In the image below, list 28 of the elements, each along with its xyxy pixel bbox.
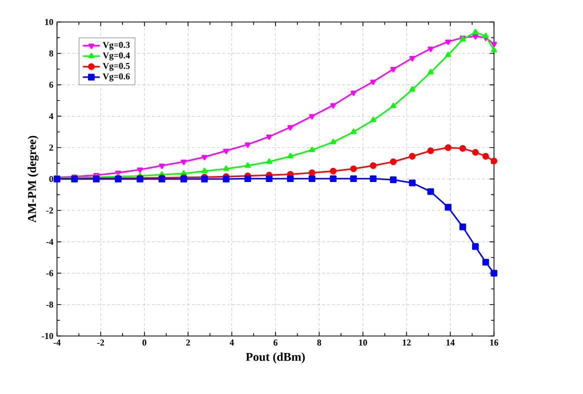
y-tick-label: -2 [46,207,54,214]
y-axis-title: AM-PM (degree) [28,136,39,223]
x-axis-title: Pout (dBm) [246,352,305,364]
x-tick-label: 10 [359,340,368,346]
x-tick-label: 0 [142,340,146,346]
y-tick-label: -8 [46,302,54,308]
y-tick-label: -4 [46,238,54,245]
legend-label: Vg=0.4 [102,52,130,60]
x-tick-label: 2 [186,340,190,346]
y-tick-label: -10 [42,332,54,340]
x-tick-label: 14 [446,340,455,346]
x-tick-label: 6 [274,340,278,346]
x-tick-label: -4 [54,340,61,346]
y-tick-label: 6 [49,82,54,88]
x-tick-label: 4 [230,340,234,346]
x-tick-label: -2 [97,340,104,346]
x-tick-label: 8 [317,340,322,346]
x-tick-label: 16 [490,340,498,346]
legend-label: Vg=0.3 [102,42,130,50]
legend-label: Vg=0.6 [102,73,130,82]
y-tick-label: 8 [49,50,54,56]
y-tick-label: 0 [49,176,54,182]
legend-label: Vg=0.5 [102,62,130,71]
y-tick-label: 2 [49,144,54,151]
y-tick-label: -6 [46,270,54,276]
y-tick-label: 4 [49,113,54,120]
x-tick-label: 12 [402,340,411,346]
y-tick-label: 10 [45,18,54,26]
